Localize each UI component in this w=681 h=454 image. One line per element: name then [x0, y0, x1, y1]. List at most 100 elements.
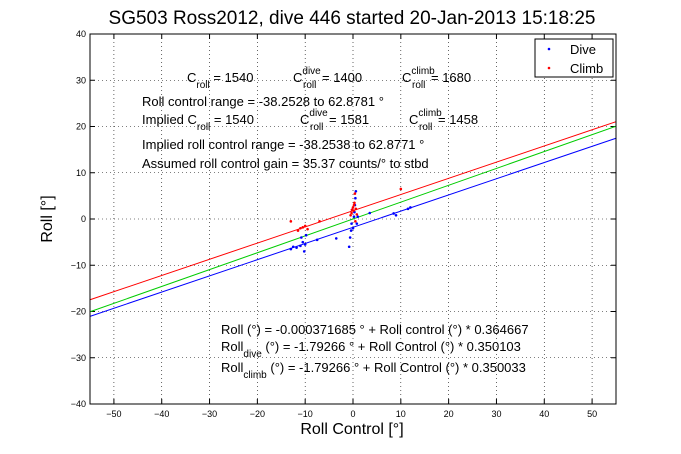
axis-ticks: −50 −40 −30 −20 −10 0 10 20 30 40 50 −40 −30 −20 −10 0 1…	[71, 29, 616, 419]
legend-climb-label: Climb	[570, 61, 603, 76]
climb-point	[352, 209, 355, 212]
fit-line	[89, 125, 617, 313]
climb-point	[354, 207, 358, 211]
x-tick-label: 50	[587, 409, 597, 419]
x-tick-label: −40	[154, 409, 169, 419]
dive-point	[354, 196, 357, 200]
y-axis-label: Roll [°]	[39, 195, 56, 242]
c-roll-value: = 1540	[210, 70, 254, 85]
dive-point	[356, 215, 360, 218]
implied-c-symbol: Implied C	[142, 112, 197, 127]
chart-title: SG503 Ross2012, dive 446 started 20-Jan-…	[109, 8, 596, 29]
x-tick-label: 40	[539, 409, 549, 419]
x-tick-label: 0	[350, 409, 355, 419]
implied-climb-sup: climb	[418, 108, 442, 119]
implied-dive-sub: roll	[310, 122, 323, 133]
climb-point	[354, 220, 357, 223]
implied-climb-value: = 1458	[438, 112, 478, 127]
y-tick-label: 0	[81, 214, 86, 224]
legend-climb-marker	[547, 66, 551, 70]
climb-point	[350, 211, 353, 215]
implied-c-sub: roll	[197, 122, 210, 133]
y-tick-label: −40	[71, 399, 86, 409]
implied-dive-symbol: C	[300, 112, 309, 127]
climb-point	[349, 214, 352, 217]
y-tick-label: −10	[71, 260, 86, 270]
climb-point	[296, 229, 300, 232]
dive-point	[392, 212, 395, 215]
svg-text:Cclimb: Cclimb	[409, 108, 442, 127]
climb-point	[301, 226, 305, 229]
dive-point	[315, 238, 319, 242]
roll-control-range-text: Roll control range = -38.2528 to 62.8781…	[142, 94, 384, 109]
fit-equation-dive: Rolldive (°) = -1.79266 ° + Roll Control…	[221, 339, 521, 360]
dive-point	[303, 243, 307, 246]
c-dive-sub: roll	[303, 80, 316, 91]
implied-c-value: = 1540	[210, 112, 254, 127]
climb-point	[303, 224, 307, 228]
svg-text:Cclimb: Cclimb	[402, 66, 435, 85]
c-climb-value: = 1680	[431, 70, 471, 85]
dive-point	[304, 233, 308, 237]
fit-equation-climb: Rollclimb (°) = -1.79266 ° + Roll Contro…	[221, 360, 526, 381]
y-tick-label: −30	[71, 353, 86, 363]
data-points	[289, 187, 412, 253]
y-tick-label: 20	[76, 122, 86, 132]
dive-point	[302, 250, 306, 253]
dive-point	[301, 240, 305, 244]
climb-point	[353, 201, 356, 205]
y-tick-label: 10	[76, 168, 86, 178]
x-tick-label: 30	[491, 409, 501, 419]
implied-dive-value: = 1581	[329, 112, 369, 127]
dive-point	[394, 214, 398, 217]
dive-point	[351, 226, 355, 230]
c-dive-sup: dive	[302, 66, 321, 77]
climb-point	[299, 226, 302, 230]
climb-point	[306, 227, 309, 231]
y-tick-label: 30	[76, 75, 86, 85]
fit-equation-all: Roll (°) = -0.000371685 ° + Roll control…	[221, 322, 529, 337]
implied-climb-symbol: C	[409, 112, 418, 127]
dive-point	[347, 245, 351, 249]
x-tick-label: 10	[396, 409, 406, 419]
x-tick-label: −30	[202, 409, 217, 419]
legend-dive-label: Dive	[570, 42, 596, 57]
x-tick-label: −20	[250, 409, 265, 419]
c-roll-sub: roll	[196, 80, 209, 91]
legend-dive-marker	[547, 47, 551, 51]
dive-point	[409, 206, 412, 209]
c-climb-sup: climb	[411, 66, 435, 77]
dive-point	[334, 237, 338, 240]
legend: Dive Climb	[534, 38, 614, 78]
climb-point	[289, 220, 293, 223]
implied-range-text: Implied roll control range = -38.2538 to…	[142, 137, 424, 152]
implied-dive-sup: dive	[309, 108, 328, 119]
dive-point	[355, 222, 359, 225]
svg-text:Cdive: Cdive	[300, 108, 328, 127]
y-tick-label: 40	[76, 29, 86, 39]
dive-point	[368, 211, 372, 215]
plot-frame	[89, 33, 617, 405]
svg-text:Croll = 1540: Croll = 1540	[187, 70, 253, 91]
implied-climb-sub: roll	[419, 122, 432, 133]
grid	[90, 33, 616, 405]
climb-point	[399, 187, 403, 191]
climb-point	[355, 213, 359, 216]
dive-point	[406, 207, 410, 211]
climb-point	[353, 192, 357, 195]
x-tick-label: −50	[106, 409, 121, 419]
svg-text:Cdive: Cdive	[293, 66, 321, 85]
climb-point	[318, 220, 321, 223]
dive-point	[352, 215, 356, 218]
climb-point	[352, 203, 356, 207]
dive-point	[349, 229, 353, 232]
y-tick-label: −20	[71, 307, 86, 317]
dive-point	[348, 236, 352, 239]
c-climb-symbol: C	[402, 70, 411, 85]
c-header-annotation: Croll = 1540 Cdive roll = 1400 Cclimb ro…	[187, 66, 471, 91]
dive-point	[299, 244, 302, 248]
dive-point	[354, 189, 358, 193]
svg-text:Implied Croll = 1540: Implied Croll = 1540	[142, 112, 254, 133]
x-axis-label: Roll Control [°]	[300, 421, 403, 438]
